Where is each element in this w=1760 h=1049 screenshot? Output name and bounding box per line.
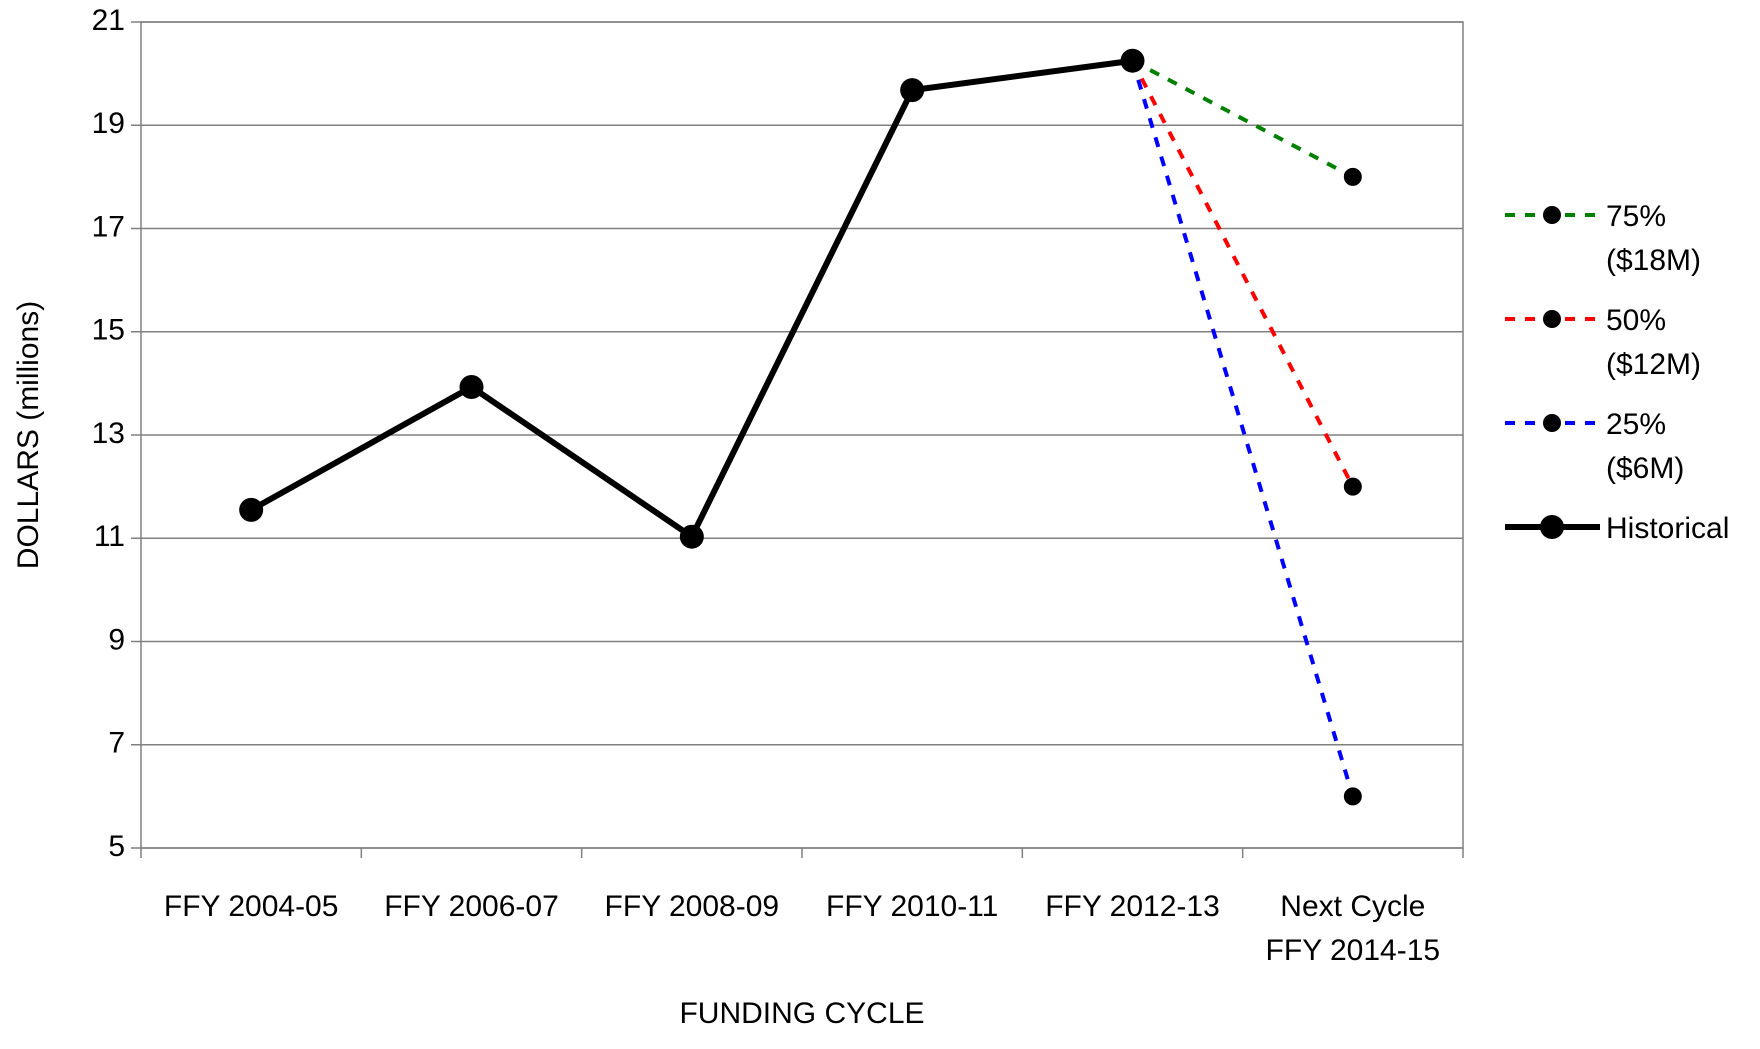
y-tick-label: 7 [108, 727, 125, 760]
y-tick-label: 21 [92, 4, 125, 37]
legend-marker [1543, 414, 1561, 432]
data-point [1343, 167, 1362, 186]
x-tick-label: FFY 2008-09 [605, 890, 780, 923]
series-line [1130, 60, 1355, 797]
series-line [1131, 58, 1354, 179]
x-axis-title: FUNDING CYCLE [679, 997, 924, 1030]
y-axis-title: DOLLARS (millions) [12, 301, 45, 569]
data-point [1120, 48, 1145, 73]
y-tick-label: 5 [108, 830, 125, 863]
legend-label: 50% ($12M) [1606, 304, 1701, 381]
legend-label: 25% ($6M) [1606, 408, 1684, 485]
x-tick-label: FFY 2006-07 [384, 890, 559, 923]
y-tick-label: 17 [92, 210, 125, 243]
data-point [679, 524, 704, 549]
x-tick-label: Next Cycle FFY 2014-15 [1266, 890, 1441, 967]
data-point [900, 78, 925, 103]
x-tick-label: FFY 2010-11 [826, 890, 998, 923]
data-point [1343, 477, 1362, 496]
x-tick-label: FFY 2012-13 [1045, 890, 1220, 923]
y-tick-label: 15 [92, 314, 125, 347]
data-point [459, 374, 484, 399]
x-tick-label: FFY 2004-05 [164, 890, 339, 923]
y-tick-label: 19 [92, 107, 125, 140]
legend-marker [1543, 310, 1561, 328]
data-point [239, 497, 264, 522]
y-tick-label: 9 [108, 623, 125, 656]
legend-marker [1543, 206, 1561, 224]
legend-label: 75% ($18M) [1606, 200, 1701, 277]
legend-label: Historical [1606, 512, 1729, 545]
data-point [1343, 787, 1362, 806]
y-tick-label: 11 [94, 520, 125, 553]
y-tick-label: 13 [92, 417, 125, 450]
series-line [249, 57, 1133, 540]
legend-marker [1540, 515, 1564, 539]
